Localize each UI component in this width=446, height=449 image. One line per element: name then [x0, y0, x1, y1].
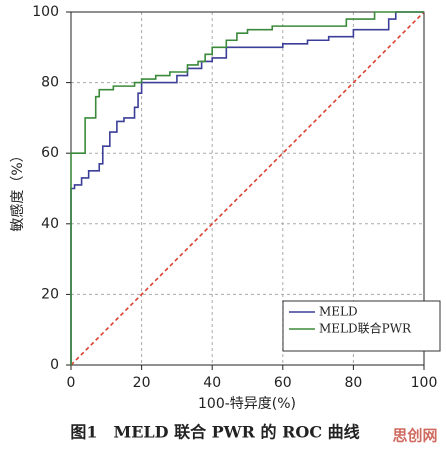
x-tick-label: 80 — [344, 375, 362, 391]
y-tick-label: 20 — [41, 286, 59, 302]
caption: 图1 MELD 联合 PWR 的 ROC 曲线 — [70, 423, 359, 442]
x-tick-label: 20 — [133, 375, 151, 391]
x-tick-label: 60 — [274, 375, 292, 391]
x-tick-label: 0 — [67, 375, 76, 391]
legend-label: MELD — [319, 305, 358, 319]
y-tick-label: 60 — [41, 145, 59, 161]
x-tick-label: 100 — [411, 375, 438, 391]
y-tick-label: 100 — [32, 4, 59, 20]
legend-label: MELD联合PWR — [319, 321, 412, 336]
y-tick-label: 0 — [50, 357, 59, 373]
y-tick-label: 40 — [41, 216, 59, 232]
y-tick-label: 80 — [41, 75, 59, 91]
reference-line — [70, 11, 425, 366]
x-axis-label: 100-特异度(%) — [198, 396, 296, 412]
y-axis-label: 敏感度（%） — [9, 148, 26, 231]
watermark: 思创网 — [392, 427, 437, 445]
x-tick-label: 40 — [203, 375, 221, 391]
roc-curve — [70, 11, 424, 365]
legend-box — [282, 300, 441, 352]
